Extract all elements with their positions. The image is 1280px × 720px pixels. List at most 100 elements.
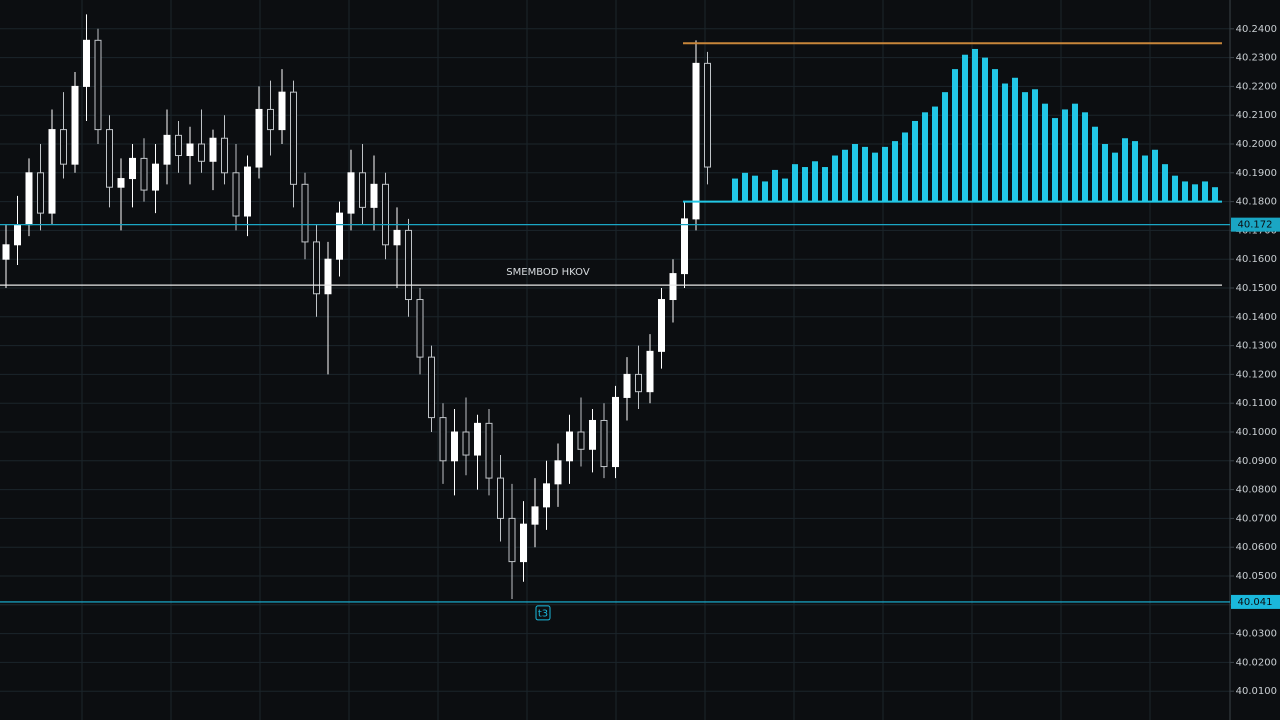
candle-body <box>209 137 217 162</box>
candle-body <box>635 373 642 393</box>
histogram-bar <box>1022 92 1028 202</box>
histogram-bar <box>912 120 918 202</box>
price-tag-label: 40.041 <box>1238 597 1273 608</box>
candle-body <box>94 39 102 131</box>
candle-body <box>382 183 389 246</box>
y-tick-label: 40.0500 <box>1236 571 1277 582</box>
candle-body <box>531 506 539 525</box>
candle-body <box>2 244 10 260</box>
histogram-bar <box>1112 152 1118 202</box>
y-tick-label: 40.1000 <box>1236 427 1277 438</box>
histogram-bar <box>1102 144 1108 202</box>
price-tag-label: 40.172 <box>1238 220 1273 231</box>
histogram-bar <box>942 92 948 202</box>
candle-body <box>106 129 113 188</box>
candle-body <box>485 422 493 479</box>
level-label: SMEMBOD HKOV <box>506 267 590 278</box>
histogram-bar <box>1142 155 1148 202</box>
y-tick-label: 40.1500 <box>1236 283 1277 294</box>
histogram-bar <box>812 161 818 202</box>
histogram-bar <box>732 178 738 202</box>
y-tick-label: 40.1100 <box>1236 398 1277 409</box>
candle-body <box>393 229 401 246</box>
candle-body <box>152 163 159 191</box>
y-tick-label: 40.0100 <box>1236 686 1277 697</box>
histogram-bar <box>802 167 808 202</box>
y-tick-label: 40.1300 <box>1236 341 1277 352</box>
y-tick-label: 40.0300 <box>1236 629 1277 640</box>
candle-body <box>623 373 631 398</box>
histogram-bar <box>962 54 968 202</box>
candle-body <box>497 477 504 519</box>
histogram-bar <box>1032 89 1038 202</box>
histogram-bar <box>992 69 998 202</box>
histogram-bar <box>952 69 958 202</box>
candle-body <box>267 108 274 131</box>
candle-body <box>646 350 654 393</box>
y-tick-label: 40.0800 <box>1236 485 1277 496</box>
histogram-bar <box>1052 118 1058 202</box>
candle-body <box>232 172 240 217</box>
candle-body <box>175 134 182 157</box>
y-tick-label: 40.1900 <box>1236 168 1277 179</box>
candle-body <box>554 460 562 485</box>
candle-body <box>48 129 56 214</box>
histogram-bar <box>932 106 938 202</box>
histogram-bar <box>1042 103 1048 202</box>
candle-body <box>83 39 90 87</box>
y-tick-label: 40.2300 <box>1236 53 1277 64</box>
candle-body <box>60 129 67 165</box>
histogram-bar <box>1092 126 1098 202</box>
candle-body <box>71 85 79 165</box>
candle-body <box>405 229 412 301</box>
candle-body <box>681 218 688 275</box>
histogram-bar <box>1212 187 1218 202</box>
candle-body <box>520 523 527 563</box>
histogram-bar <box>862 146 868 202</box>
y-tick-label: 40.0200 <box>1236 657 1277 668</box>
histogram-bar <box>752 175 758 202</box>
y-tick-label: 40.0900 <box>1236 456 1277 467</box>
candle-body <box>221 137 228 174</box>
histogram-bar <box>1072 103 1078 202</box>
candle-body <box>255 108 263 168</box>
candle-body <box>37 172 44 214</box>
candle-body <box>313 241 320 295</box>
candle-body <box>117 178 125 188</box>
histogram-bar <box>1172 175 1178 202</box>
histogram-bar <box>1202 181 1208 202</box>
candle-body <box>244 166 251 217</box>
candle-body <box>359 172 366 208</box>
histogram-bar <box>1132 141 1138 202</box>
y-tick-label: 40.1200 <box>1236 369 1277 380</box>
histogram-bar <box>1082 112 1088 202</box>
y-tick-label: 40.2400 <box>1236 24 1277 35</box>
candle-body <box>186 143 194 157</box>
y-tick-label: 40.2100 <box>1236 110 1277 121</box>
candle-body <box>474 422 481 456</box>
candle-body <box>140 157 148 191</box>
candle-body <box>416 299 424 358</box>
candle-body <box>129 157 136 180</box>
histogram-bar <box>822 167 828 202</box>
histogram-bar <box>1002 83 1008 202</box>
candle-body <box>669 273 677 301</box>
candle-body <box>462 431 470 456</box>
candle-body <box>428 356 435 419</box>
candle-body <box>439 417 447 462</box>
histogram-bar <box>922 112 928 202</box>
histogram-bar <box>772 169 778 202</box>
histogram-bar <box>902 132 908 202</box>
histogram-bar <box>882 146 888 202</box>
level-marker: t3 <box>538 608 548 619</box>
candle-body <box>163 134 171 165</box>
histogram-bar <box>1182 181 1188 202</box>
candle-body <box>14 224 21 246</box>
y-tick-label: 40.1400 <box>1236 312 1277 323</box>
y-tick-label: 40.1600 <box>1236 254 1277 265</box>
histogram-bar <box>982 57 988 202</box>
candle-body <box>692 62 700 220</box>
candle-body <box>347 172 355 214</box>
histogram-bar <box>842 149 848 202</box>
